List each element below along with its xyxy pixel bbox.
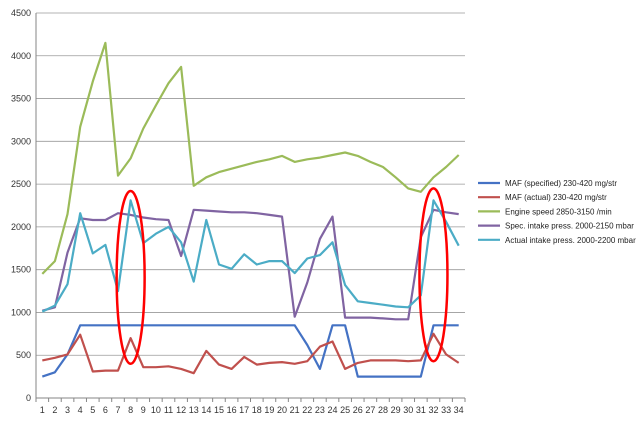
x-tick-label: 23 — [315, 405, 325, 415]
x-tick-label: 29 — [391, 405, 401, 415]
x-tick-label: 4 — [78, 405, 83, 415]
series-line-2 — [42, 332, 460, 375]
x-tick-label: 2 — [52, 405, 57, 415]
x-tick-label: 13 — [189, 405, 199, 415]
y-tick-label: 0 — [26, 393, 31, 403]
x-tick-label: 34 — [454, 405, 464, 415]
series-line-1 — [41, 324, 459, 378]
highlight-ellipse-2 — [418, 187, 449, 363]
x-tick-label: 28 — [378, 405, 388, 415]
x-tick-label: 32 — [428, 405, 438, 415]
x-tick-label: 12 — [176, 405, 186, 415]
x-tick-label: 22 — [302, 405, 312, 415]
y-tick-label: 1500 — [11, 265, 31, 275]
x-tick-label: 9 — [141, 405, 146, 415]
x-tick-label: 18 — [252, 405, 262, 415]
x-tick-label: 5 — [90, 405, 95, 415]
series-lines — [41, 41, 460, 378]
x-tick-label: 17 — [239, 405, 249, 415]
x-tick-label: 10 — [151, 405, 161, 415]
x-tick-label: 31 — [416, 405, 426, 415]
x-tick-label: 7 — [116, 405, 121, 415]
gridlines — [36, 12, 465, 399]
series-line-3 — [41, 41, 460, 275]
x-tick-label: 25 — [340, 405, 350, 415]
x-tick-label: 16 — [227, 405, 237, 415]
series-line-5 — [41, 199, 460, 313]
x-tick-label: 19 — [264, 405, 274, 415]
legend-label: MAF (specified) 230-420 mg/str — [505, 179, 617, 188]
x-tick-label: 26 — [353, 405, 363, 415]
legend-label: MAF (actual) 230-420 mg/str — [505, 193, 607, 202]
y-tick-label: 4500 — [11, 8, 31, 18]
x-tick-label: 33 — [441, 405, 451, 415]
y-tick-label: 2500 — [11, 179, 31, 189]
legend: MAF (specified) 230-420 mg/str MAF (actua… — [478, 179, 636, 245]
x-tick-label: 11 — [164, 405, 173, 415]
y-axis-tick-labels: 0 500 1000 1500 2000 2500 3000 3500 4000 4500 — [11, 8, 31, 403]
legend-label: Engine speed 2850-3150 /min — [505, 207, 612, 216]
x-tick-label: 24 — [328, 405, 338, 415]
x-tick-label: 3 — [65, 405, 70, 415]
highlight-ellipse-1 — [115, 189, 146, 366]
y-tick-label: 1000 — [11, 307, 31, 317]
y-tick-label: 3500 — [11, 94, 31, 104]
x-tick-label: 8 — [128, 405, 133, 415]
legend-label: Spec. intake press. 2000-2150 mbar — [505, 222, 634, 231]
x-tick-label: 30 — [403, 405, 413, 415]
y-tick-label: 500 — [16, 350, 31, 360]
y-tick-label: 3000 — [11, 136, 31, 146]
x-tick-label: 14 — [201, 405, 211, 415]
axes — [35, 13, 466, 402]
highlight-ellipses — [115, 187, 449, 366]
x-tick-label: 6 — [103, 405, 108, 415]
y-tick-label: 4000 — [11, 51, 31, 61]
x-tick-label: 1 — [40, 405, 45, 415]
x-tick-label: 20 — [277, 405, 287, 415]
y-tick-label: 2000 — [11, 222, 31, 232]
legend-label: Actual intake press. 2000-2200 mbar — [505, 236, 636, 245]
x-tick-label: 21 — [290, 405, 300, 415]
series-line-4 — [42, 208, 459, 321]
x-tick-label: 27 — [365, 405, 375, 415]
x-tick-label: 15 — [214, 405, 224, 415]
x-axis-tick-labels: 1 2 3 4 5 6 7 8 9 10 11 12 13 14 15 16 17 18 19 20 21 22 23 24 2… — [40, 405, 464, 415]
